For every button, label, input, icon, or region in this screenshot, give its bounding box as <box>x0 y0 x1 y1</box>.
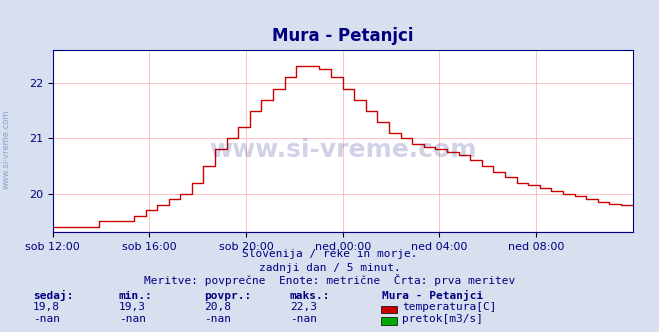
Title: Mura - Petanjci: Mura - Petanjci <box>272 28 413 45</box>
Text: temperatura[C]: temperatura[C] <box>402 302 496 312</box>
Text: 19,3: 19,3 <box>119 302 146 312</box>
Text: Slovenija / reke in morje.: Slovenija / reke in morje. <box>242 249 417 259</box>
Text: povpr.:: povpr.: <box>204 291 252 301</box>
Text: Mura - Petanjci: Mura - Petanjci <box>382 290 484 301</box>
Text: www.si-vreme.com: www.si-vreme.com <box>209 138 476 162</box>
Text: min.:: min.: <box>119 291 152 301</box>
Text: -nan: -nan <box>119 314 146 324</box>
Text: www.si-vreme.com: www.si-vreme.com <box>2 110 11 189</box>
Text: sedaj:: sedaj: <box>33 290 73 301</box>
Text: 19,8: 19,8 <box>33 302 60 312</box>
Text: -nan: -nan <box>290 314 317 324</box>
Text: Meritve: povprečne  Enote: metrične  Črta: prva meritev: Meritve: povprečne Enote: metrične Črta:… <box>144 274 515 286</box>
Text: 20,8: 20,8 <box>204 302 231 312</box>
Text: 22,3: 22,3 <box>290 302 317 312</box>
Text: -nan: -nan <box>204 314 231 324</box>
Text: maks.:: maks.: <box>290 291 330 301</box>
Text: zadnji dan / 5 minut.: zadnji dan / 5 minut. <box>258 263 401 273</box>
Text: -nan: -nan <box>33 314 60 324</box>
Text: pretok[m3/s]: pretok[m3/s] <box>402 314 483 324</box>
